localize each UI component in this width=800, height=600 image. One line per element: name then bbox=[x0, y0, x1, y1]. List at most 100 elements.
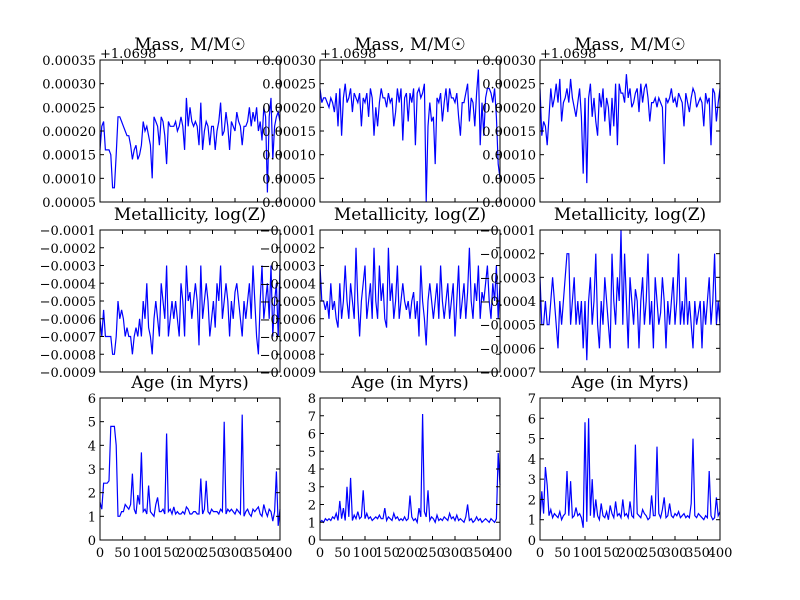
offset-label: +1.0698 bbox=[100, 47, 156, 62]
y-tick-label: 0.00020 bbox=[262, 101, 316, 116]
x-tick-label: 250 bbox=[640, 546, 665, 561]
offset-label: +1.0698 bbox=[540, 47, 596, 62]
y-tick-label: 0.00015 bbox=[42, 149, 96, 164]
y-tick-label: 0.00005 bbox=[42, 196, 96, 211]
x-tick-label: 200 bbox=[178, 546, 203, 561]
y-tick-label: 2 bbox=[528, 493, 536, 508]
x-tick-label: 250 bbox=[200, 546, 225, 561]
x-tick-label: 0 bbox=[316, 546, 324, 561]
y-tick-label: −0.0005 bbox=[260, 295, 316, 310]
panel-6: −0.0007 −0.0006 −0.0005 −0.0004 −0.0003 −0.00… bbox=[480, 205, 721, 381]
panel-title: Age (in Myrs) bbox=[130, 373, 249, 393]
panel-title: Mass, M/M☉ bbox=[354, 35, 466, 55]
y-tick-label: 2 bbox=[88, 487, 96, 502]
y-tick-label: 4 bbox=[88, 439, 96, 454]
axes-frame bbox=[99, 229, 281, 373]
y-tick-label: −0.0002 bbox=[480, 248, 536, 263]
y-tick-label: −0.0007 bbox=[260, 331, 316, 346]
panel-5: −0.0009 −0.0008 −0.0007 −0.0006 −0.0005 −0.00… bbox=[260, 205, 501, 381]
y-tick-label: 0.00010 bbox=[262, 149, 316, 164]
y-tick-label: −0.0009 bbox=[40, 366, 96, 381]
axes-frame bbox=[539, 59, 721, 203]
panel-1: 0.00005 0.00010 0.00015 0.00020 0.00025 0.000… bbox=[42, 35, 281, 211]
x-tick-label: 50 bbox=[554, 546, 571, 561]
y-tick-label: −0.0004 bbox=[40, 277, 96, 292]
x-tick-label: 100 bbox=[573, 546, 598, 561]
x-tick-label: 150 bbox=[155, 546, 180, 561]
y-tick-label: 0.00000 bbox=[262, 196, 316, 211]
axes-frame bbox=[319, 59, 501, 203]
x-tick-label: 300 bbox=[663, 546, 688, 561]
y-tick-label: 0.00020 bbox=[482, 101, 536, 116]
y-tick-label: 0.00030 bbox=[482, 54, 536, 69]
panel-2: 0.00000 0.00005 0.00010 0.00015 0.00020 0.000… bbox=[262, 35, 501, 211]
x-tick-label: 350 bbox=[465, 546, 490, 561]
x-tick-label: 300 bbox=[443, 546, 468, 561]
y-tick-label: 0.00025 bbox=[262, 78, 316, 93]
x-tick-label: 0 bbox=[536, 546, 544, 561]
x-tick-label: 250 bbox=[420, 546, 445, 561]
y-tick-label: 1 bbox=[88, 510, 96, 525]
series-line bbox=[99, 414, 281, 526]
series-line bbox=[99, 265, 281, 355]
x-tick-label: 200 bbox=[398, 546, 423, 561]
panels: 0.000050.000100.000150.000200.000250.000… bbox=[40, 35, 733, 561]
y-tick-label: 4 bbox=[528, 453, 536, 468]
x-tick-label: 300 bbox=[223, 546, 248, 561]
panel-title: Mass, M/M☉ bbox=[134, 35, 246, 55]
y-tick-label: −0.0001 bbox=[480, 224, 536, 239]
axes-frame bbox=[99, 397, 281, 541]
x-tick-label: 150 bbox=[595, 546, 620, 561]
panel-title: Age (in Myrs) bbox=[350, 373, 469, 393]
y-tick-label: 0.00000 bbox=[482, 196, 536, 211]
y-tick-label: −0.0005 bbox=[480, 319, 536, 334]
panel-title: Metallicity, log(Z) bbox=[554, 205, 706, 225]
y-tick-label: −0.0001 bbox=[40, 224, 96, 239]
y-tick-label: −0.0003 bbox=[260, 260, 316, 275]
y-tick-label: 0.00025 bbox=[482, 78, 536, 93]
axes-frame bbox=[319, 229, 501, 373]
y-tick-label: 6 bbox=[528, 412, 536, 427]
panel-title: Metallicity, log(Z) bbox=[334, 205, 486, 225]
y-tick-label: −0.0006 bbox=[40, 313, 96, 328]
y-tick-label: −0.0004 bbox=[480, 295, 536, 310]
series-line bbox=[319, 413, 501, 525]
y-tick-label: 0.00025 bbox=[42, 101, 96, 116]
y-tick-label: −0.0002 bbox=[260, 242, 316, 257]
y-tick-label: 0.00035 bbox=[42, 54, 96, 69]
y-tick-label: −0.0006 bbox=[480, 342, 536, 357]
y-tick-label: 8 bbox=[308, 392, 316, 407]
axes-frame bbox=[539, 397, 721, 541]
y-tick-label: −0.0002 bbox=[40, 242, 96, 257]
panel-title: Age (in Myrs) bbox=[570, 373, 689, 393]
y-tick-label: 0.00005 bbox=[482, 172, 536, 187]
panel-3: 0.00000 0.00005 0.00010 0.00015 0.00020 0.000… bbox=[482, 35, 721, 211]
y-tick-label: 0 bbox=[88, 534, 96, 549]
y-tick-label: −0.0007 bbox=[480, 366, 536, 381]
y-tick-label: 6 bbox=[308, 428, 316, 443]
y-tick-label: −0.0004 bbox=[260, 277, 316, 292]
series-line bbox=[99, 97, 281, 193]
series-line bbox=[539, 229, 721, 361]
y-tick-label: −0.0007 bbox=[40, 331, 96, 346]
y-tick-label: 7 bbox=[308, 410, 316, 425]
x-tick-label: 400 bbox=[488, 546, 513, 561]
y-tick-label: −0.0005 bbox=[40, 295, 96, 310]
y-tick-label: 5 bbox=[88, 416, 96, 431]
series-line bbox=[539, 418, 721, 528]
axes-frame bbox=[99, 59, 281, 203]
y-tick-label: −0.0006 bbox=[260, 313, 316, 328]
y-tick-label: 1 bbox=[308, 516, 316, 531]
y-tick-label: 7 bbox=[528, 392, 536, 407]
x-tick-label: 50 bbox=[114, 546, 131, 561]
y-tick-label: 3 bbox=[528, 473, 536, 488]
x-tick-label: 100 bbox=[133, 546, 158, 561]
series-line bbox=[539, 74, 721, 184]
y-tick-label: 3 bbox=[88, 463, 96, 478]
y-tick-label: 3 bbox=[308, 481, 316, 496]
y-tick-label: 0.00020 bbox=[42, 125, 96, 140]
y-tick-label: 5 bbox=[308, 445, 316, 460]
